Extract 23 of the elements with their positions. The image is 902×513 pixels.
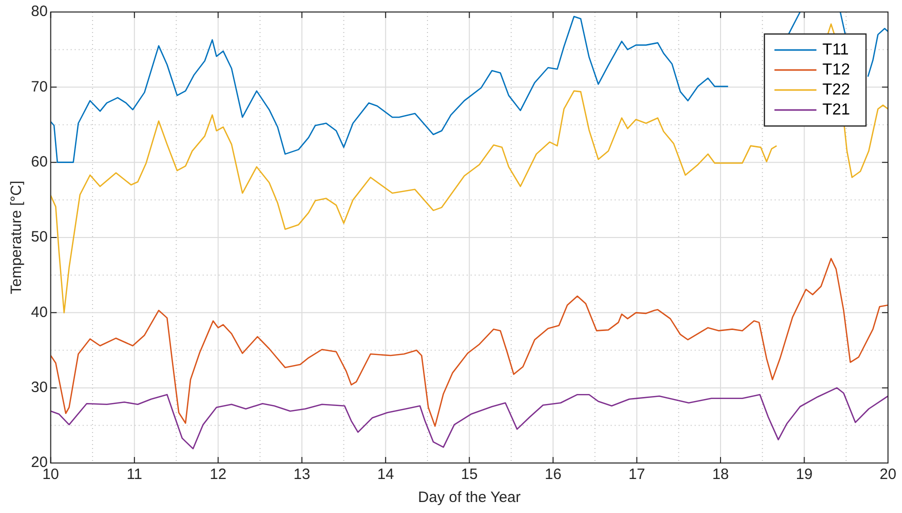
x-tick-label: 18 (712, 466, 729, 484)
y-tick-label: 40 (30, 304, 48, 321)
x-tick-label: 14 (377, 466, 394, 484)
x-tick-label: 19 (796, 466, 813, 484)
x-tick-label: 15 (461, 466, 478, 484)
legend-label: T12 (822, 61, 850, 78)
y-tick-label: 80 (30, 3, 48, 20)
legend-label: T11 (822, 41, 849, 58)
legend-label: T22 (822, 81, 850, 98)
x-tick-label: 16 (544, 466, 562, 484)
x-tick-label: 13 (294, 466, 310, 484)
x-tick-label: 10 (42, 466, 60, 484)
y-tick-label: 30 (30, 378, 48, 396)
y-tick-label: 60 (30, 153, 48, 170)
x-tick-label: 20 (880, 466, 896, 484)
y-tick-label: 50 (30, 228, 48, 246)
y-axis-title: Temperature [°C] (8, 180, 26, 294)
x-tick-label: 12 (210, 466, 226, 484)
x-axis-title: Day of the Year (418, 489, 521, 506)
legend-label: T21 (822, 101, 850, 118)
y-tick-label: 70 (30, 78, 48, 96)
x-tick-label: 11 (126, 466, 142, 484)
x-tick-label: 17 (628, 466, 646, 484)
